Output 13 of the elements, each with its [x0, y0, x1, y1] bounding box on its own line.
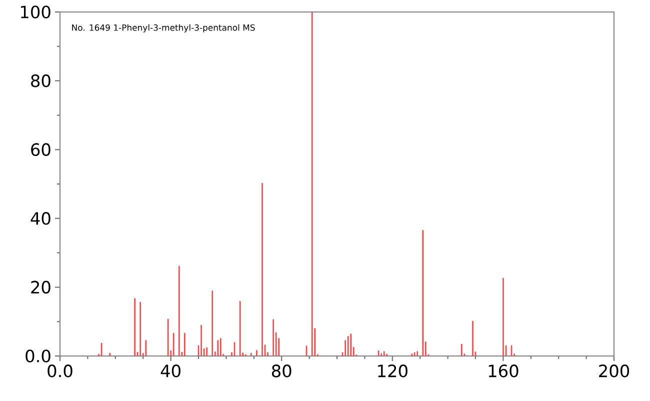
x-tick-label: 80	[272, 364, 292, 378]
x-tick-label: 120	[378, 364, 408, 378]
x-tick-label: 40	[160, 364, 180, 378]
x-tick-label: 0.0	[48, 364, 72, 378]
text: No. 1649 1-Phenyl-3-methyl-3-pentanol MS	[72, 24, 255, 32]
y-tick-label: 40	[30, 212, 50, 225]
y-tick-label: 20	[31, 280, 50, 294]
x-tick-label: 200	[599, 364, 630, 378]
y-tick-label: 80	[31, 74, 50, 88]
y-tick-label: 60	[31, 143, 50, 156]
x-tick-label: 160	[488, 364, 518, 378]
y-tick-label: 100	[21, 6, 50, 18]
y-tick-label: 0.0	[26, 350, 50, 362]
